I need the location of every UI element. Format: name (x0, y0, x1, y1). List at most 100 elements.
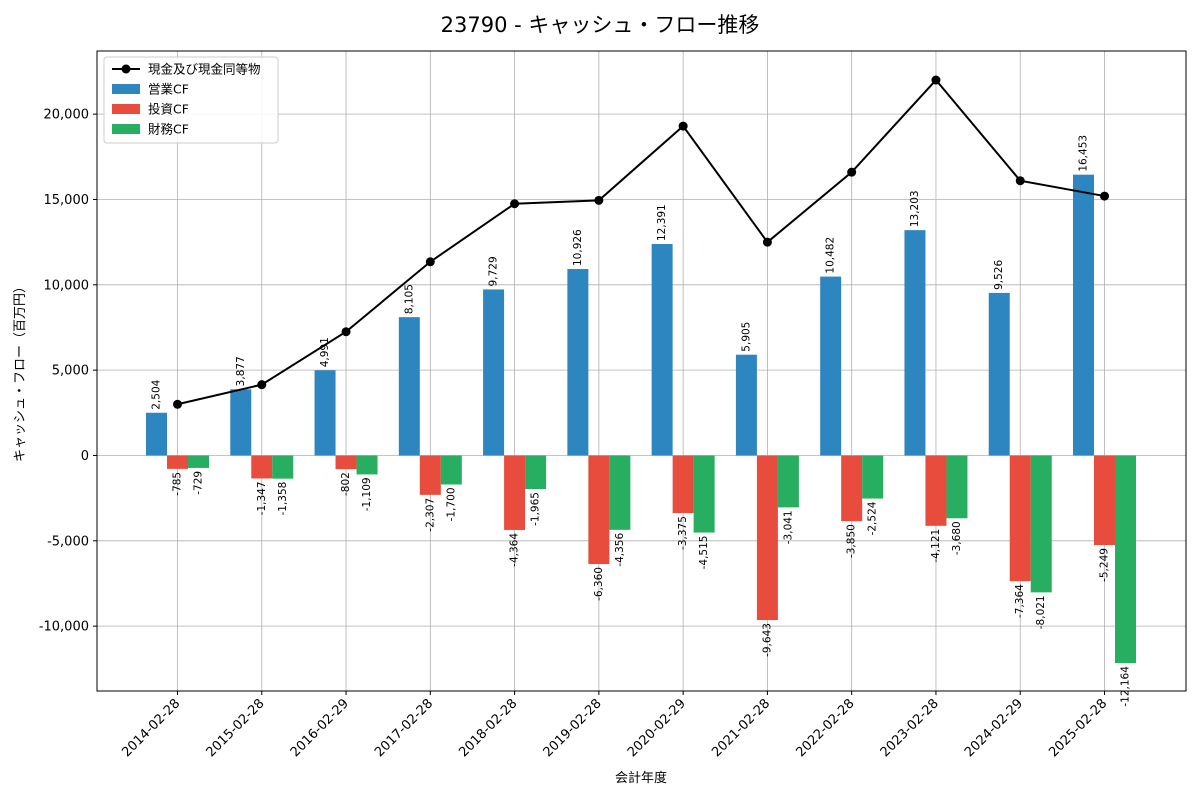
x-tick-label: 2024-02-29 (962, 696, 1026, 760)
bar (1115, 455, 1136, 664)
bar (419, 455, 441, 495)
bar (483, 289, 505, 456)
legend-swatch (112, 124, 140, 134)
data-label: 10,482 (825, 237, 837, 274)
grid-lines (97, 51, 1186, 691)
legend-label: 営業CF (148, 82, 189, 97)
bar (693, 455, 715, 533)
x-tick-label: 2016-02-29 (288, 696, 352, 760)
data-label: -6,360 (593, 567, 605, 601)
legend-label: 財務CF (148, 122, 189, 137)
data-label: -3,680 (951, 521, 963, 555)
y-tick-label: 0 (81, 449, 89, 464)
bar (946, 455, 968, 519)
data-label: -1,109 (361, 477, 373, 511)
cash-line-point (1100, 191, 1109, 201)
bar (904, 230, 926, 456)
bar (651, 244, 673, 456)
y-tick-label: 15,000 (44, 193, 90, 208)
bar (567, 269, 589, 456)
data-label: 16,453 (1078, 135, 1090, 172)
cash-line-point (257, 380, 267, 390)
x-tick-label: 2021-02-28 (709, 696, 773, 760)
x-tick-label: 2022-02-28 (793, 696, 857, 760)
data-label: -1,347 (256, 481, 268, 515)
x-tick-label: 2023-02-28 (878, 696, 942, 760)
cash-line-path (177, 78, 1105, 406)
data-label: -2,307 (424, 498, 436, 532)
data-label: 4,991 (319, 337, 331, 367)
y-tick-label: 10,000 (44, 278, 90, 293)
x-tick-label: 2015-02-28 (204, 696, 268, 760)
data-label: -7,364 (1014, 584, 1026, 618)
data-label: -2,524 (867, 501, 879, 535)
bar (356, 455, 378, 475)
legend-label: 投資CF (148, 102, 189, 117)
bar (925, 455, 947, 526)
cash-line-point (594, 195, 604, 205)
y-tick-label: 5,000 (52, 364, 89, 379)
data-label: 13,203 (909, 190, 921, 227)
cash-line-point (847, 167, 857, 177)
y-axis: -10,000 -5,000 0 5,000 10,000 15,000 20,000 (39, 108, 97, 635)
x-tick-label: 2025-02-28 (1046, 696, 1110, 760)
data-label: -729 (193, 471, 205, 495)
bar (188, 455, 209, 468)
bar (167, 455, 188, 469)
data-label: -3,041 (782, 510, 794, 544)
x-axis-label: 会計年度 (615, 770, 667, 786)
x-tick-label: 2018-02-28 (456, 696, 520, 760)
bar (588, 455, 610, 565)
bar (272, 455, 294, 479)
data-label: 9,729 (488, 256, 500, 286)
bar (777, 455, 799, 508)
data-label: -1,700 (445, 487, 457, 521)
legend-swatch (112, 104, 140, 114)
legend-label: 現金及び現金同等物 (148, 62, 261, 77)
bar (862, 455, 884, 499)
x-tick-label: 2020-02-29 (625, 696, 689, 760)
bar (841, 455, 863, 522)
bar (314, 370, 336, 456)
bar (988, 292, 1010, 456)
bar (1073, 174, 1094, 456)
data-label: -4,121 (930, 529, 942, 563)
cash-line-point (425, 257, 435, 267)
bar (335, 455, 357, 470)
data-label: -8,021 (1035, 595, 1047, 629)
x-tick-label: 2017-02-28 (372, 696, 436, 760)
data-label: -1,965 (530, 492, 542, 526)
legend-swatch (112, 84, 140, 94)
bar (398, 317, 420, 456)
cash-line-point (173, 399, 182, 409)
data-label: 8,105 (403, 284, 415, 314)
y-tick-label: -10,000 (39, 620, 89, 635)
bar (525, 455, 547, 490)
y-tick-label: -5,000 (47, 534, 89, 549)
data-label: -9,643 (761, 623, 773, 657)
data-label: 10,926 (572, 229, 584, 266)
bar (1009, 455, 1031, 582)
x-axis: 2014-02-28 2015-02-28 2016-02-29 2017-02-28… (119, 691, 1110, 760)
data-label: 9,526 (993, 260, 1005, 290)
y-axis-label: キャッシュ・フロー（百万円） (13, 280, 28, 462)
data-label: -4,364 (509, 533, 521, 567)
bar (672, 455, 694, 514)
bar (504, 455, 526, 530)
cash-line-point (510, 199, 520, 209)
bar (440, 455, 462, 485)
x-tick-label: 2019-02-28 (541, 696, 605, 760)
bar (251, 455, 273, 479)
legend-box (103, 56, 279, 144)
legend-marker (121, 64, 131, 74)
cash-line-point (341, 327, 351, 337)
y-tick-label: 20,000 (44, 108, 90, 123)
cash-line-point (678, 121, 688, 131)
cash-line (173, 75, 1109, 409)
data-label: -12,164 (1120, 666, 1132, 707)
plot-frame (96, 50, 1187, 692)
bar (735, 354, 757, 456)
data-label: 12,391 (656, 204, 668, 241)
bar (820, 276, 842, 456)
